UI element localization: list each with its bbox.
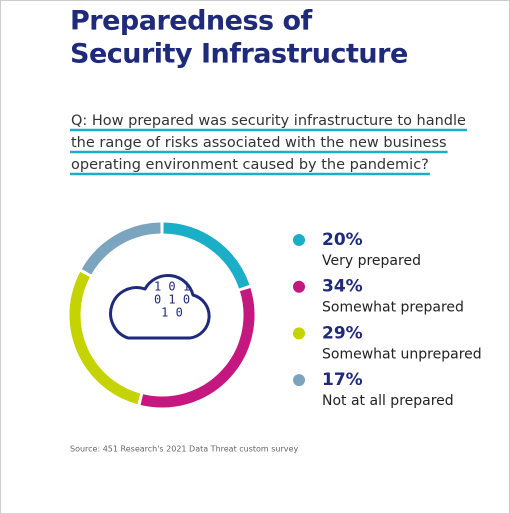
title: Security Infrastructure xyxy=(70,39,408,70)
icon-digits: 0 1 0 xyxy=(154,293,190,307)
icon-digits: 1 0 xyxy=(161,306,183,320)
legend-dot xyxy=(293,374,305,387)
donut-segment xyxy=(69,271,141,405)
question: Q: How prepared was security infrastruct… xyxy=(71,113,466,129)
value-label: 29% xyxy=(322,323,363,343)
donut-segment xyxy=(163,222,250,289)
title: Preparedness of xyxy=(70,6,313,37)
legend-label: Not at all prepared xyxy=(322,393,454,409)
cloud-icon xyxy=(109,273,211,340)
legend-label: Somewhat prepared xyxy=(322,300,464,316)
value-label: 17% xyxy=(322,370,363,390)
value-label: 20% xyxy=(322,230,363,250)
legend-label: Very prepared xyxy=(322,253,421,269)
question: operating environment caused by the pand… xyxy=(71,157,429,173)
question: the range of risks associated with the n… xyxy=(71,135,447,151)
legend-dot xyxy=(293,280,305,293)
legend-dot xyxy=(293,327,305,340)
donut-segment xyxy=(140,287,255,408)
legend-dot xyxy=(293,234,305,246)
icon-digits: 1 0 1 xyxy=(154,280,190,294)
donut-segment xyxy=(81,222,161,275)
legend-label: Somewhat unprepared xyxy=(322,346,482,362)
value-label: 34% xyxy=(322,277,363,297)
source: Source: 451 Research's 2021 Data Threat … xyxy=(70,445,298,454)
